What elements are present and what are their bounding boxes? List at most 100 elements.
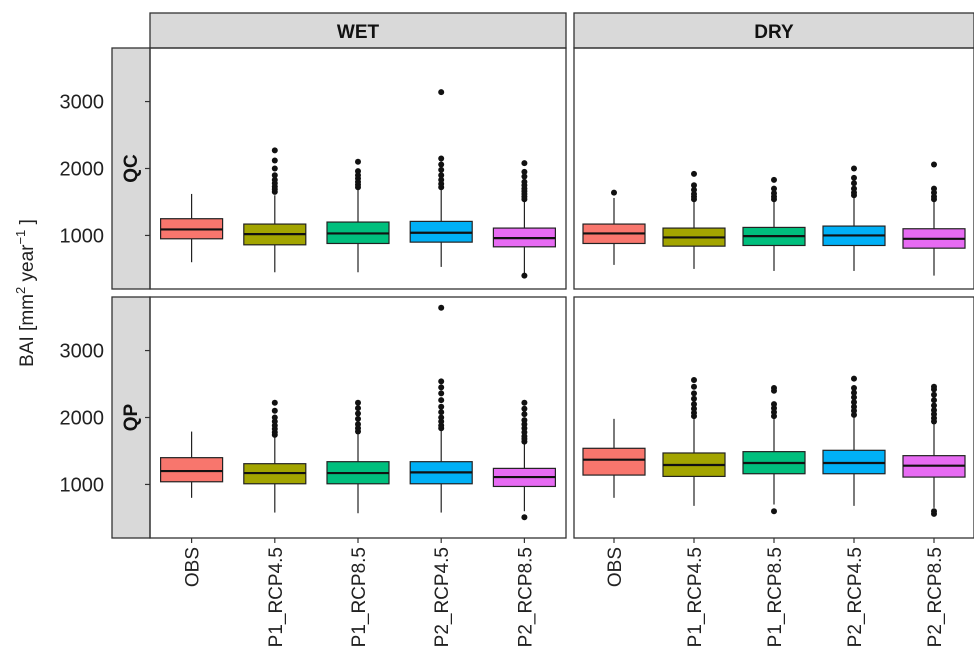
outlier-point <box>521 168 528 175</box>
outlier-point <box>271 157 278 164</box>
y-axis-title: BAI [mm2 year−1 ] <box>13 219 38 367</box>
outlier-point <box>521 178 528 185</box>
y-axis-label: BAI [mm2 year−1 ] <box>13 219 38 367</box>
panel-qc-wet <box>160 89 556 279</box>
outlier-point <box>438 155 445 162</box>
outlier-point <box>521 417 528 424</box>
outlier-point <box>355 415 361 422</box>
outlier-point <box>931 161 937 168</box>
x-tick-label: P2_RCP8.5 <box>925 547 946 647</box>
outlier-point <box>438 378 445 385</box>
outlier-point <box>851 385 857 392</box>
y-label-superscript: −1 <box>13 230 28 245</box>
x-tick-label: P1_RCP8.5 <box>349 547 370 647</box>
outlier-point <box>691 383 697 390</box>
facet-panels <box>149 47 974 539</box>
outlier-point <box>438 384 445 391</box>
outlier-point <box>271 172 278 179</box>
outlier-point <box>851 389 857 396</box>
y-tick-label: 2000 <box>60 159 105 181</box>
outlier-point <box>438 176 445 183</box>
outlier-point <box>355 410 361 417</box>
outlier-point <box>931 407 937 414</box>
x-axes: OBS P1_RCP4.5 P1_RCP8.5 P2_RCP4.5 P2_RCP8.5 O… <box>183 538 946 647</box>
outlier-point <box>771 176 777 183</box>
box-obs <box>160 457 224 483</box>
x-tick-label: OBS <box>605 547 626 587</box>
outlier-point <box>355 405 361 412</box>
outlier-point <box>691 405 697 412</box>
outlier-point <box>521 514 528 521</box>
column-facet-strips: WET DRY <box>149 12 974 49</box>
row-strip-qp <box>111 296 151 539</box>
outlier-point <box>271 147 278 154</box>
outlier-point <box>851 403 857 410</box>
y-label-superscript: 2 <box>13 287 28 294</box>
outlier-point <box>438 397 445 404</box>
outlier-point <box>691 170 697 177</box>
outlier-point <box>355 168 361 175</box>
outlier-point <box>271 176 278 183</box>
outlier-point <box>438 390 445 397</box>
outlier-point <box>851 165 857 172</box>
outlier-point <box>271 414 278 421</box>
outlier-point <box>521 272 528 279</box>
column-strip-dry <box>573 12 974 49</box>
x-tick-label: P1_RCP4.5 <box>685 547 706 647</box>
outlier-point <box>771 385 777 392</box>
y-label-part: ] <box>17 219 38 230</box>
row-facet-strips: QC QP <box>111 47 151 539</box>
outlier-point <box>851 180 857 187</box>
row-strip-label: QC <box>121 154 142 183</box>
x-tick-label: P2_RCP4.5 <box>845 547 866 647</box>
outlier-point <box>771 190 777 197</box>
outlier-point <box>355 399 361 406</box>
outlier-point <box>931 383 937 390</box>
outlier-point <box>851 375 857 382</box>
box-obs <box>582 447 646 476</box>
outlier-point <box>931 510 937 517</box>
row-strip-label: QP <box>121 403 142 431</box>
outlier-point <box>271 399 278 406</box>
panel-qp-dry <box>582 375 966 517</box>
outlier-point <box>521 411 528 418</box>
outlier-point <box>931 402 937 409</box>
outlier-point <box>355 421 361 428</box>
outlier-point <box>438 304 445 311</box>
outlier-point <box>931 185 937 192</box>
outlier-point <box>851 399 857 406</box>
outlier-point <box>691 395 697 402</box>
outlier-point <box>771 401 777 408</box>
outlier-point <box>438 172 445 179</box>
outlier-point <box>771 185 777 192</box>
y-axes: 1000 2000 3000 1000 2000 3000 <box>60 92 150 496</box>
outlier-point <box>521 160 528 167</box>
y-label-part: BAI [mm <box>17 294 38 367</box>
panel-qp-wet <box>160 304 556 521</box>
y-tick-label: 3000 <box>60 341 105 363</box>
outlier-point <box>691 182 697 189</box>
column-strip-label: DRY <box>754 22 794 43</box>
outlier-point <box>521 405 528 412</box>
y-tick-label: 1000 <box>60 225 105 247</box>
panel-qc-dry <box>582 161 966 276</box>
x-tick-label: P2_RCP4.5 <box>432 547 453 647</box>
column-strip-label: WET <box>337 22 380 43</box>
outlier-point <box>438 89 445 96</box>
x-tick-label: P1_RCP4.5 <box>266 547 287 647</box>
outlier-point <box>271 165 278 172</box>
x-tick-label: P1_RCP8.5 <box>765 547 786 647</box>
x-tick-label: OBS <box>183 547 204 587</box>
outlier-point <box>691 390 697 397</box>
outlier-point <box>438 414 445 421</box>
outlier-point <box>438 409 445 416</box>
outlier-point <box>438 403 445 410</box>
y-tick-label: 1000 <box>60 474 105 496</box>
outlier-point <box>851 394 857 401</box>
outlier-point <box>438 166 445 173</box>
row-strip-qc <box>111 47 151 290</box>
x-tick-label: P2_RCP8.5 <box>515 547 536 647</box>
outlier-point <box>438 161 445 168</box>
outlier-point <box>691 401 697 408</box>
